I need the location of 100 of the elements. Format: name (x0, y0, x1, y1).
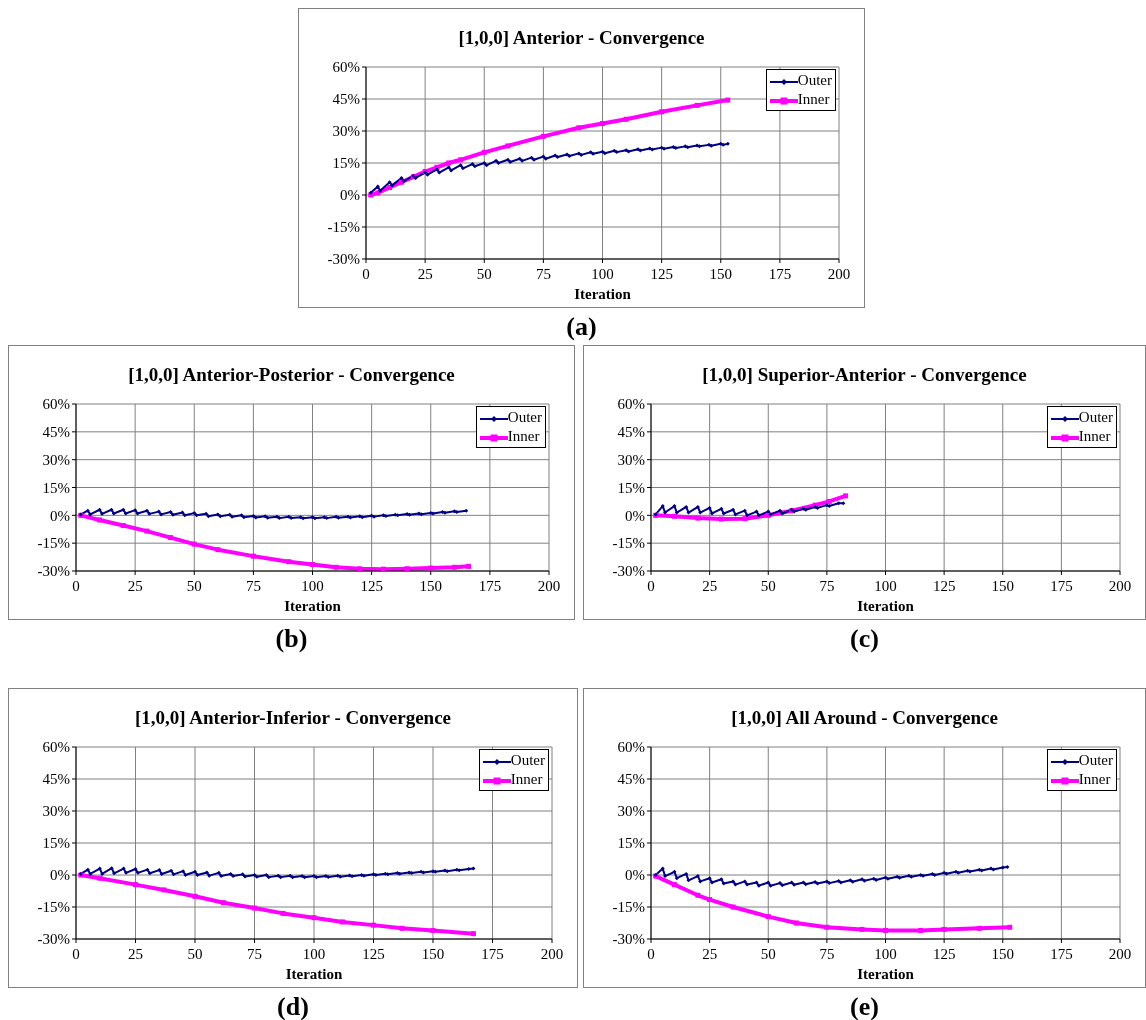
text: (c) (849, 624, 880, 654)
x-axis-title: Iteration (857, 598, 915, 614)
x-tick-label: 25 (702, 578, 718, 594)
x-tick-label: 0 (647, 578, 655, 594)
y-tick-label: 60% (617, 739, 645, 756)
legend-label: Inner (1078, 428, 1111, 444)
chart-title: [1,0,0] Anterior-Inferior - Convergence (133, 707, 452, 729)
x-tick-label: 125 (362, 946, 385, 962)
legend-label: Inner (510, 771, 543, 787)
x-tick-label: 175 (768, 266, 792, 282)
y-tick-label: 45% (42, 771, 70, 788)
y-tick-label: -15% (612, 899, 645, 916)
y-tick-label: 60% (42, 396, 70, 413)
chart-title: [1,0,0] Anterior-Posterior - Convergence (127, 364, 456, 386)
x-tick-label: 125 (360, 578, 383, 594)
y-tick-label: 30% (617, 451, 645, 468)
y-tick-label: 45% (617, 771, 645, 788)
y-tick-label: 30% (42, 803, 70, 820)
x-tick-label: 50 (760, 578, 776, 594)
y-tick-label: 30% (42, 451, 70, 468)
y-tick-label: 15% (617, 479, 645, 496)
y-tick-label: -30% (612, 931, 645, 948)
x-tick-label: 25 (417, 266, 433, 282)
x-tick-label: 25 (702, 946, 718, 962)
x-tick-label: 150 (709, 266, 732, 282)
x-tick-label: 75 (247, 946, 262, 962)
y-tick-label: 30% (332, 123, 360, 140)
y-tick-label: 45% (42, 424, 70, 441)
legend-label: Outer (507, 409, 542, 425)
y-tick-label: -30% (37, 563, 70, 580)
x-tick-label: 0 (72, 946, 80, 962)
x-tick-label: 150 (991, 578, 1014, 594)
x-tick-label: 150 (991, 946, 1014, 962)
x-tick-label: 100 (301, 578, 324, 594)
x-tick-label: 150 (419, 578, 442, 594)
y-tick-label: 60% (617, 396, 645, 413)
x-tick-label: 125 (650, 266, 673, 282)
y-tick-label: -15% (612, 535, 645, 552)
y-tick-label: -15% (327, 219, 360, 236)
x-tick-label: 50 (186, 578, 202, 594)
text: (e) (849, 992, 880, 1020)
x-axis-title: Iteration (574, 286, 632, 302)
y-tick-label: 0% (625, 507, 645, 524)
legend-label: Inner (1078, 771, 1111, 787)
x-tick-label: 75 (245, 578, 261, 594)
x-tick-label: 75 (535, 266, 551, 282)
x-tick-label: 200 (1108, 578, 1132, 594)
x-tick-label: 150 (421, 946, 445, 962)
y-tick-label: -30% (612, 563, 645, 580)
y-tick-label: -15% (37, 899, 70, 916)
y-tick-label: 45% (332, 91, 360, 108)
y-tick-label: 30% (617, 803, 645, 820)
x-tick-label: 50 (760, 946, 776, 962)
y-tick-label: 60% (42, 739, 70, 756)
text: (a) (565, 312, 598, 342)
x-tick-label: 100 (874, 946, 897, 962)
y-tick-label: 0% (50, 867, 70, 884)
legend-label: Inner (507, 428, 540, 444)
text: (d) (276, 992, 310, 1020)
legend-label: Inner (797, 91, 830, 107)
y-tick-label: 15% (332, 155, 360, 172)
legend-label: Outer (797, 72, 832, 88)
x-axis-title: Iteration (857, 966, 915, 982)
x-tick-label: 175 (478, 578, 502, 594)
x-tick-label: 175 (1050, 578, 1073, 594)
x-tick-label: 200 (1108, 946, 1132, 962)
x-tick-label: 125 (932, 946, 956, 962)
x-tick-label: 25 (127, 578, 143, 594)
y-tick-label: 60% (332, 59, 360, 76)
x-tick-label: 50 (187, 946, 203, 962)
x-tick-label: 75 (819, 578, 835, 594)
y-tick-label: 15% (42, 835, 70, 852)
x-tick-label: 0 (362, 266, 370, 282)
x-tick-label: 0 (647, 946, 655, 962)
legend-label: Outer (510, 752, 545, 768)
legend-label: Outer (1078, 409, 1113, 425)
y-tick-label: -30% (37, 931, 70, 948)
x-tick-label: 125 (932, 578, 956, 594)
y-tick-label: -30% (327, 251, 360, 268)
x-tick-label: 175 (481, 946, 504, 962)
y-tick-label: 0% (340, 187, 360, 204)
x-tick-label: 100 (874, 578, 897, 594)
x-tick-label: 100 (302, 946, 326, 962)
x-axis-title: Iteration (285, 966, 343, 982)
x-tick-label: 175 (1050, 946, 1073, 962)
y-tick-label: 45% (617, 424, 645, 441)
x-tick-label: 200 (540, 946, 564, 962)
x-tick-label: 50 (476, 266, 492, 282)
x-tick-label: 25 (128, 946, 143, 962)
x-axis-title: Iteration (284, 598, 342, 614)
x-tick-label: 200 (827, 266, 851, 282)
x-tick-label: 0 (72, 578, 80, 594)
chart-title: [1,0,0] Anterior - Convergence (457, 27, 706, 49)
y-tick-label: -15% (37, 535, 70, 552)
y-tick-label: 0% (625, 867, 645, 884)
y-tick-label: 0% (50, 507, 70, 524)
x-tick-label: 75 (819, 946, 835, 962)
y-tick-label: 15% (617, 835, 645, 852)
y-tick-label: 15% (42, 479, 70, 496)
text: (b) (274, 624, 309, 654)
